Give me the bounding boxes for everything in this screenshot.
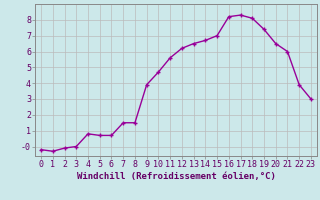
X-axis label: Windchill (Refroidissement éolien,°C): Windchill (Refroidissement éolien,°C)	[76, 172, 276, 181]
